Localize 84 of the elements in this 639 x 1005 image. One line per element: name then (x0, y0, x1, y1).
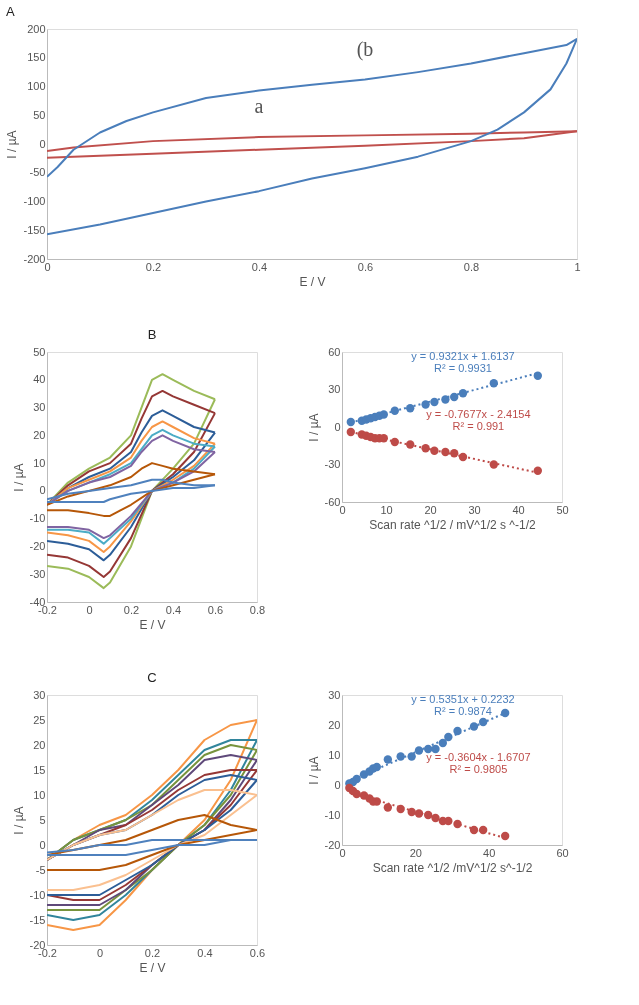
y-tick-label: 15 (33, 763, 46, 776)
x-tick-label: 0.8 (249, 603, 266, 616)
annotation: R² = 0.9805 (449, 763, 508, 775)
y-tick-label: 0 (334, 420, 341, 433)
x-axis-title: Scan rate ^1/2 /mV^1/2 s^-1/2 (372, 860, 533, 875)
y-tick-label: -50 (29, 166, 46, 179)
x-axis-title: Scan rate ^1/2 / mV^1/2 s ^-1/2 (369, 517, 536, 532)
y-tick-label: 200 (27, 22, 46, 35)
y-tick-label: -20 (29, 539, 46, 552)
x-tick-label: 0.4 (251, 260, 268, 273)
y-axis-title: I / µA (11, 463, 26, 492)
y-tick-label: 50 (33, 108, 46, 121)
annotation: (b (356, 37, 374, 61)
x-tick-label: 60 (556, 846, 569, 859)
y-tick-label: -100 (23, 195, 46, 207)
y-tick-label: 10 (33, 788, 46, 801)
chart-title: C (147, 670, 157, 685)
x-tick-label: 0.2 (144, 946, 161, 959)
y-tick-label: -15 (29, 913, 46, 926)
y-tick-label: -30 (29, 567, 46, 580)
x-tick-label: 40 (483, 846, 496, 859)
annotation: y = -0.3604x - 1.6707 (426, 751, 531, 763)
y-tick-label: 10 (328, 748, 341, 761)
x-tick-label: 0.6 (207, 603, 224, 616)
y-axis-title: I / µA (306, 413, 321, 442)
y-tick-label: -200 (23, 252, 46, 265)
x-tick-label: 0.2 (145, 260, 162, 273)
chart-title: A (5, 4, 15, 19)
y-tick-label: 30 (328, 383, 341, 395)
x-tick-label: 0.4 (197, 946, 213, 959)
x-tick-label: 30 (468, 503, 481, 516)
y-tick-label: -30 (324, 458, 341, 470)
y-tick-label: 25 (33, 713, 46, 726)
y-tick-label: 10 (33, 456, 46, 469)
y-tick-label: 0 (39, 838, 46, 851)
y-tick-label: 60 (328, 345, 341, 358)
y-tick-label: 20 (33, 738, 46, 751)
x-tick-label: 0.8 (463, 260, 480, 273)
chart-title: B (147, 327, 157, 342)
x-tick-label: 20 (424, 503, 437, 516)
y-tick-label: 100 (27, 80, 46, 92)
annotation: R² = 0.9931 (434, 361, 492, 374)
x-tick-label: 20 (409, 846, 422, 859)
x-tick-label: 50 (556, 503, 569, 516)
x-tick-label: 0.2 (123, 603, 140, 616)
x-axis-title: E / V (139, 960, 166, 975)
y-tick-label: -10 (324, 808, 341, 821)
y-tick-label: 20 (33, 428, 46, 441)
x-tick-label: 0.4 (165, 603, 182, 616)
y-tick-label: -10 (29, 888, 46, 901)
y-axis-title: I / µA (306, 756, 321, 785)
y-tick-label: 0 (334, 778, 341, 791)
y-tick-label: -60 (324, 495, 341, 508)
x-axis-title: E / V (139, 617, 166, 632)
y-tick-label: 40 (33, 373, 46, 386)
x-axis-title: E / V (299, 274, 326, 289)
annotation: R² = 0.9874 (434, 704, 492, 717)
y-tick-label: 150 (27, 51, 46, 64)
y-tick-label: 20 (328, 718, 341, 731)
y-tick-label: 30 (328, 688, 341, 701)
y-axis-title: I / µA (5, 130, 20, 159)
y-tick-label: 50 (33, 345, 46, 358)
x-tick-label: 0.6 (249, 946, 266, 959)
y-tick-label: 5 (39, 813, 46, 826)
y-tick-label: 30 (33, 688, 46, 701)
x-tick-label: 10 (380, 503, 393, 516)
annotation: y = -0.7677x - 2.4154 (426, 408, 531, 420)
y-tick-label: 0 (39, 484, 46, 497)
annotation: y = 0.5351x + 0.2232 (411, 692, 515, 705)
y-tick-label: -150 (23, 223, 46, 236)
x-tick-label: 1 (574, 260, 581, 273)
y-tick-label: 30 (33, 401, 46, 414)
annotation: y = 0.9321x + 1.6137 (411, 349, 515, 362)
y-tick-label: -10 (29, 512, 46, 525)
annotation: a (254, 95, 264, 118)
y-tick-label: -20 (324, 838, 341, 851)
y-tick-label: -5 (35, 863, 46, 876)
annotation: R² = 0.991 (452, 420, 505, 432)
y-tick-label: 0 (39, 137, 46, 150)
y-axis-title: I / µA (11, 806, 26, 835)
x-tick-label: 0 (86, 603, 93, 616)
x-tick-label: 0.6 (357, 260, 374, 273)
x-tick-label: 0 (96, 946, 104, 959)
x-tick-label: 40 (512, 503, 525, 516)
